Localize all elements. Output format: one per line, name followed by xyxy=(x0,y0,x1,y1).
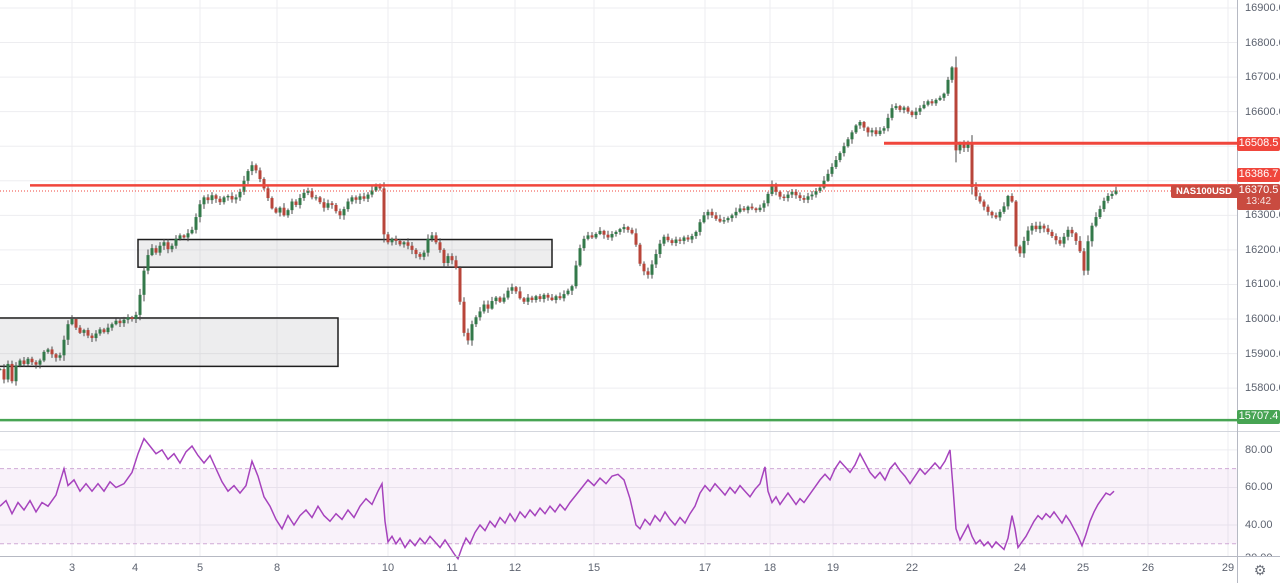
price-tick-16300.0: 16300.0 xyxy=(1245,209,1280,222)
time-tick-12: 12 xyxy=(508,562,522,574)
price-label-support[interactable]: 15707.4 xyxy=(1237,410,1280,424)
price-tick-15800.0: 15800.0 xyxy=(1245,382,1280,395)
supply-zone-mid xyxy=(137,238,553,268)
price-label-resistance-lower[interactable]: 16386.7 xyxy=(1237,168,1280,182)
time-axis[interactable]: 3 4 5 8 10 11 12 15 17 18 19 22 24 25 26 29 xyxy=(0,557,1237,583)
price-axis[interactable]: 16900.0 16800.0 16700.0 16600.0 16300.0 16200… xyxy=(1238,0,1280,556)
price-tick-16000.0: 16000.0 xyxy=(1245,313,1280,326)
rsi-line xyxy=(0,437,1115,561)
last-price-value: 16370.5 xyxy=(1238,184,1279,196)
symbol-price-tag[interactable]: NAS100USD xyxy=(1171,184,1237,198)
price-tick-16600.0: 16600.0 xyxy=(1245,105,1280,118)
time-tick-5: 5 xyxy=(196,562,204,574)
time-tick-26: 26 xyxy=(1141,562,1155,574)
indicator-tick-60.00: 60.00 xyxy=(1245,481,1273,494)
time-tick-29: 29 xyxy=(1221,562,1235,574)
time-tick-4: 4 xyxy=(131,562,139,574)
axis-settings-gear-icon[interactable]: ⚙ xyxy=(1253,563,1267,579)
indicator-tick-20.00: 20.00 xyxy=(1245,552,1273,556)
time-axis-separator xyxy=(0,556,1280,557)
last-price-label[interactable]: 16370.5 13:42 xyxy=(1237,184,1280,210)
price-tick-16700.0: 16700.0 xyxy=(1245,71,1280,84)
price-tick-16900.0: 16900.0 xyxy=(1245,1,1280,14)
panel-separator[interactable] xyxy=(0,431,1280,432)
time-tick-18: 18 xyxy=(763,562,777,574)
price-tick-16200.0: 16200.0 xyxy=(1245,243,1280,256)
time-tick-22: 22 xyxy=(905,562,919,574)
price-tick-16800.0: 16800.0 xyxy=(1245,36,1280,49)
price-axis-border xyxy=(1237,0,1238,583)
time-tick-25: 25 xyxy=(1076,562,1090,574)
time-tick-11: 11 xyxy=(446,562,458,574)
time-tick-17: 17 xyxy=(698,562,712,574)
time-tick-15: 15 xyxy=(587,562,601,574)
price-label-resistance-upper[interactable]: 16508.5 xyxy=(1237,137,1280,151)
time-tick-24: 24 xyxy=(1013,562,1027,574)
price-tick-16100.0: 16100.0 xyxy=(1245,278,1280,291)
indicator-tick-80.00: 80.00 xyxy=(1245,443,1273,456)
price-tick-15900.0: 15900.0 xyxy=(1245,347,1280,360)
demand-zone-lower xyxy=(0,317,339,368)
bar-countdown: 13:42 xyxy=(1245,196,1272,207)
time-tick-19: 19 xyxy=(826,562,840,574)
indicator-tick-40.00: 40.00 xyxy=(1245,519,1273,531)
time-tick-10: 10 xyxy=(381,562,395,574)
time-tick-8: 8 xyxy=(273,562,281,574)
time-tick-3: 3 xyxy=(68,562,76,574)
